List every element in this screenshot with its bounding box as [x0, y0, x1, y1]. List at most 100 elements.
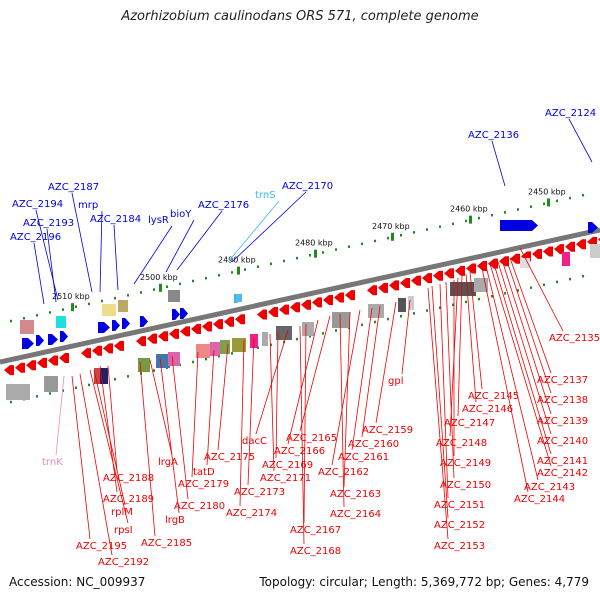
- leader-line: [361, 305, 381, 438]
- gene-block: [590, 244, 600, 258]
- lower-scale-dot: [10, 400, 12, 404]
- leader-line: [55, 375, 65, 456]
- gene-block: [520, 258, 530, 268]
- lower-scale-dot: [478, 297, 480, 301]
- lower-scale-dot: [192, 360, 194, 364]
- reverse-gene-arrow: [158, 331, 168, 342]
- gene-block: [138, 358, 150, 372]
- gene-label-bottom: AZC_2188: [103, 473, 154, 484]
- leader-line: [568, 118, 593, 163]
- leader-line: [439, 283, 449, 499]
- gene-label-bottom: AZC_2149: [440, 458, 491, 469]
- lower-scale-dot: [504, 292, 506, 295]
- gene-label-top: AZC_2124: [545, 108, 596, 119]
- leader-line: [303, 323, 307, 524]
- gene-label-bottom: AZC_2145: [468, 391, 519, 402]
- reverse-gene-arrow: [477, 261, 487, 272]
- forward-gene-arrow: [500, 220, 538, 231]
- scale-dot: [582, 193, 584, 197]
- major-tick: [159, 283, 162, 292]
- gene-label-bottom: AZC_2139: [537, 416, 588, 427]
- leader-line: [71, 375, 91, 540]
- gene-label-top: bioY: [170, 209, 192, 220]
- gene-label-bottom: AZC_2143: [524, 482, 575, 493]
- leader-line: [493, 263, 552, 455]
- reverse-gene-arrow: [59, 353, 69, 364]
- forward-gene-arrow: [98, 322, 110, 333]
- major-tick: [314, 249, 317, 258]
- gene-label-bottom: AZC_2163: [330, 489, 381, 500]
- lower-scale-dot: [231, 352, 233, 355]
- leader-line: [89, 369, 129, 524]
- gene-block: [6, 384, 30, 400]
- scale-dot: [127, 294, 129, 297]
- gene-label-bottom: AZC_2174: [226, 508, 277, 519]
- lower-scale-dot: [439, 306, 441, 309]
- leader-line: [35, 209, 59, 301]
- reverse-gene-arrow: [103, 343, 113, 354]
- gene-label-bottom: AZC_2189: [103, 494, 154, 505]
- leader-line: [239, 339, 245, 507]
- gene-label-bottom: AZC_2138: [537, 395, 588, 406]
- lower-scale-dot: [569, 277, 571, 281]
- gene-block: [398, 298, 406, 312]
- lower-scale-dot: [309, 335, 311, 338]
- gene-label-top: AZC_2196: [10, 232, 61, 243]
- reverse-gene-arrow: [466, 263, 476, 274]
- gene-label-bottom: AZC_2192: [98, 557, 149, 568]
- leader-line: [191, 351, 199, 478]
- lower-scale-dot: [296, 337, 298, 341]
- gene-label-bottom: AZC_2171: [260, 473, 311, 484]
- scale-dot: [166, 285, 168, 288]
- scale-dot: [10, 319, 12, 323]
- gene-block: [562, 252, 570, 266]
- forward-gene-arrow: [36, 335, 44, 346]
- gene-label-top: AZC_2193: [23, 218, 74, 229]
- gene-label-bottom: lrgA: [158, 457, 178, 468]
- accession-text: Accession: NC_009937: [9, 575, 146, 589]
- leader-line: [497, 261, 552, 435]
- leader-line: [176, 210, 223, 271]
- leader-line: [485, 265, 539, 481]
- map-title: Azorhizobium caulinodans ORS 571, comple…: [121, 9, 479, 24]
- reverse-gene-arrow: [422, 273, 432, 284]
- major-tick: [391, 232, 394, 241]
- gene-block: [168, 290, 180, 302]
- scale-dot: [23, 316, 25, 320]
- reverse-gene-arrow: [268, 307, 278, 318]
- gene-block: [168, 352, 180, 366]
- reverse-gene-arrow: [279, 304, 289, 315]
- leader-line: [93, 369, 126, 506]
- reverse-gene-arrow: [136, 336, 146, 347]
- lower-scale-dot: [400, 315, 402, 318]
- reverse-gene-arrow: [576, 239, 586, 250]
- reverse-gene-arrow: [4, 365, 14, 376]
- reverse-gene-arrow: [202, 321, 212, 332]
- leader-line: [431, 285, 449, 519]
- leader-line: [107, 365, 118, 472]
- gene-block: [156, 354, 170, 368]
- gene-label-bottom: AZC_2146: [462, 404, 513, 415]
- leader-line: [505, 257, 552, 394]
- reverse-gene-arrow: [554, 244, 564, 255]
- scale-dot: [543, 202, 545, 206]
- reverse-gene-arrow: [235, 314, 245, 325]
- scale-dot: [49, 311, 51, 314]
- gene-block: [94, 368, 100, 384]
- lower-scale-dot: [517, 289, 519, 292]
- scale-dot: [218, 274, 220, 277]
- reverse-gene-arrow: [92, 345, 102, 356]
- lower-scale-dot: [387, 317, 389, 321]
- gene-label-top: AZC_2136: [468, 130, 519, 141]
- scale-dot: [439, 225, 441, 228]
- gene-label-bottom: tatD: [193, 467, 215, 478]
- leader-line: [149, 359, 173, 456]
- scale-tick-label: 2490 kbp: [218, 256, 256, 265]
- gene-block: [102, 304, 116, 316]
- gene-label-top: AZC_2176: [198, 200, 249, 211]
- forward-gene-arrow: [172, 309, 180, 320]
- reverse-gene-arrow: [224, 316, 234, 327]
- leader-line: [331, 309, 361, 466]
- reverse-gene-arrow: [532, 248, 542, 259]
- reverse-gene-arrow: [81, 348, 91, 359]
